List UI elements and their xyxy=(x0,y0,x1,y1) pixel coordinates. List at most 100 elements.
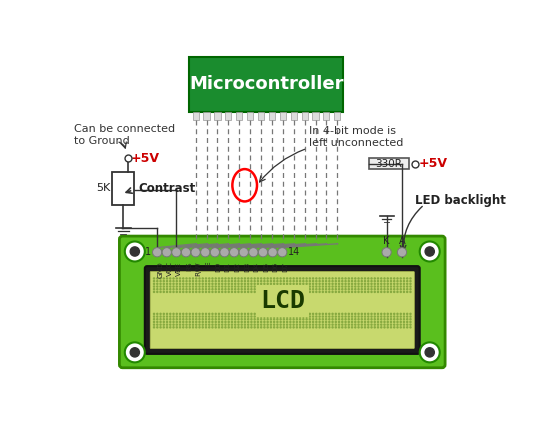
Circle shape xyxy=(303,319,304,320)
Circle shape xyxy=(300,321,301,322)
Circle shape xyxy=(329,278,330,279)
Circle shape xyxy=(365,316,366,317)
Circle shape xyxy=(271,283,272,284)
Circle shape xyxy=(218,291,219,293)
Circle shape xyxy=(355,313,356,314)
Circle shape xyxy=(170,280,171,282)
Circle shape xyxy=(322,313,323,314)
Circle shape xyxy=(351,286,353,287)
Circle shape xyxy=(338,321,339,322)
Text: RS: RS xyxy=(186,261,192,271)
Circle shape xyxy=(397,280,398,282)
Circle shape xyxy=(254,286,255,287)
Circle shape xyxy=(390,319,392,320)
Circle shape xyxy=(202,327,204,328)
Circle shape xyxy=(235,283,236,284)
Circle shape xyxy=(425,247,435,256)
Circle shape xyxy=(410,313,411,314)
Circle shape xyxy=(345,283,346,284)
Circle shape xyxy=(332,324,333,325)
Circle shape xyxy=(273,327,274,328)
Circle shape xyxy=(283,319,284,320)
Circle shape xyxy=(271,313,272,314)
Circle shape xyxy=(186,313,187,314)
Circle shape xyxy=(206,278,207,279)
Circle shape xyxy=(244,313,245,314)
Circle shape xyxy=(406,316,408,317)
Circle shape xyxy=(157,313,158,314)
Circle shape xyxy=(322,286,323,287)
Text: A: A xyxy=(399,236,405,246)
Circle shape xyxy=(225,278,226,279)
Circle shape xyxy=(381,321,382,322)
Circle shape xyxy=(157,283,158,284)
Circle shape xyxy=(406,291,408,293)
Bar xyxy=(247,112,253,120)
Circle shape xyxy=(351,289,353,290)
Circle shape xyxy=(208,319,210,320)
Circle shape xyxy=(296,283,298,284)
Circle shape xyxy=(228,321,229,322)
Circle shape xyxy=(384,291,385,293)
Circle shape xyxy=(215,291,216,293)
Circle shape xyxy=(278,248,287,257)
Circle shape xyxy=(215,321,216,322)
Circle shape xyxy=(228,289,229,290)
Text: 5K: 5K xyxy=(96,184,110,193)
Circle shape xyxy=(361,321,362,322)
Circle shape xyxy=(238,324,239,325)
Circle shape xyxy=(384,283,385,284)
Circle shape xyxy=(251,321,252,322)
Bar xyxy=(290,112,297,120)
Circle shape xyxy=(371,283,372,284)
Circle shape xyxy=(173,324,174,325)
Circle shape xyxy=(153,324,155,325)
Circle shape xyxy=(361,324,362,325)
Circle shape xyxy=(322,319,323,320)
Circle shape xyxy=(186,316,187,317)
Circle shape xyxy=(287,283,288,284)
Circle shape xyxy=(225,313,226,314)
Circle shape xyxy=(381,286,382,287)
Circle shape xyxy=(358,286,359,287)
Circle shape xyxy=(319,327,320,328)
Circle shape xyxy=(202,316,204,317)
Bar xyxy=(301,112,307,120)
Circle shape xyxy=(309,324,310,325)
Circle shape xyxy=(199,286,200,287)
Circle shape xyxy=(277,319,278,320)
Circle shape xyxy=(332,321,333,322)
Circle shape xyxy=(199,324,200,325)
Circle shape xyxy=(248,286,249,287)
Circle shape xyxy=(390,316,392,317)
Circle shape xyxy=(316,291,317,293)
Circle shape xyxy=(381,291,382,293)
Circle shape xyxy=(280,286,281,287)
Circle shape xyxy=(170,283,171,284)
Circle shape xyxy=(192,327,194,328)
Text: GND: GND xyxy=(157,261,163,278)
Circle shape xyxy=(238,283,239,284)
Circle shape xyxy=(316,327,317,328)
Circle shape xyxy=(160,286,161,287)
Circle shape xyxy=(368,283,369,284)
Circle shape xyxy=(351,280,353,282)
Circle shape xyxy=(176,283,177,284)
Circle shape xyxy=(257,291,258,293)
Circle shape xyxy=(400,313,402,314)
Circle shape xyxy=(183,278,184,279)
Circle shape xyxy=(368,313,369,314)
Circle shape xyxy=(218,278,219,279)
Circle shape xyxy=(268,248,277,257)
Circle shape xyxy=(273,286,274,287)
Circle shape xyxy=(257,278,258,279)
Circle shape xyxy=(397,248,406,257)
Circle shape xyxy=(238,327,239,328)
Circle shape xyxy=(332,286,333,287)
Circle shape xyxy=(306,280,307,282)
Circle shape xyxy=(202,319,204,320)
Circle shape xyxy=(264,313,265,314)
Circle shape xyxy=(248,278,249,279)
Circle shape xyxy=(394,327,395,328)
Circle shape xyxy=(212,291,213,293)
